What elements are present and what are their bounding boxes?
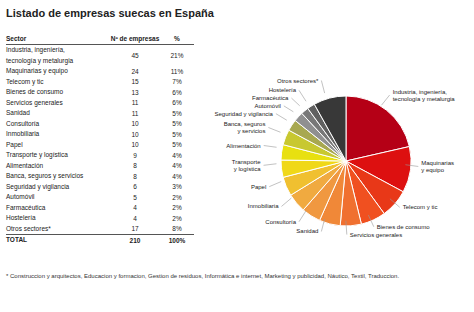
html-text:4: 4 xyxy=(133,204,137,212)
svg-text:Industria, ingeniería,tecnolog: Industria, ingeniería,tecnología y metal… xyxy=(393,89,456,102)
html-text:10: 10 xyxy=(131,130,139,138)
svg-text:Servicios generales: Servicios generales xyxy=(350,232,402,238)
svg-text:Consultoría: Consultoría xyxy=(265,219,296,225)
svg-text:Bienes de consumo: Bienes de consumo xyxy=(377,224,430,230)
html-text:45: 45 xyxy=(131,52,139,59)
svg-text:Maquinariasy equipo: Maquinariasy equipo xyxy=(421,160,454,173)
svg-text:Telecom y tic: Telecom y tic xyxy=(403,204,438,210)
html-text:6%: 6% xyxy=(172,99,182,107)
svg-text:Alimentación: Alimentación xyxy=(226,143,260,149)
svg-text:Transportey logística: Transportey logística xyxy=(232,159,261,172)
html-text:tecnología y metalurgia: tecnología y metalurgia xyxy=(6,56,74,64)
html-text:5%: 5% xyxy=(172,141,182,149)
html-text:Automóvil: Automóvil xyxy=(6,193,35,200)
html-text:Telecom y tic: Telecom y tic xyxy=(6,77,44,85)
svg-text:Farmacéutica: Farmacéutica xyxy=(252,95,289,101)
html-text:5%: 5% xyxy=(172,120,182,128)
html-text:8: 8 xyxy=(133,162,137,170)
html-text:9: 9 xyxy=(133,151,137,159)
html-text:8: 8 xyxy=(133,172,137,180)
html-text:15: 15 xyxy=(131,78,139,86)
html-text:24: 24 xyxy=(131,67,139,75)
html-text:2%: 2% xyxy=(172,193,182,201)
html-text:5: 5 xyxy=(133,193,137,201)
html-text:Otros sectores*: Otros sectores* xyxy=(6,224,51,232)
svg-text:Inmobiliaria: Inmobiliaria xyxy=(248,203,279,209)
html-text:Sector: Sector xyxy=(6,34,27,42)
html-text:11: 11 xyxy=(131,109,139,117)
svg-text:Papel: Papel xyxy=(251,184,266,190)
html-text:Banca, seguros y servicios: Banca, seguros y servicios xyxy=(6,172,84,179)
svg-text:Hostelería: Hostelería xyxy=(269,87,297,93)
svg-text:Sanidad: Sanidad xyxy=(296,228,318,234)
svg-text:Automóvil: Automóvil xyxy=(254,103,280,109)
html-text:Transporte y logística: Transporte y logística xyxy=(6,151,68,158)
html-text:Alimentación: Alimentación xyxy=(6,161,44,169)
html-text:21%: 21% xyxy=(170,52,184,59)
html-text:Listado de empresas suecas en: Listado de empresas suecas en España xyxy=(6,7,214,19)
html-text:100%: 100% xyxy=(168,236,186,244)
html-text:17: 17 xyxy=(131,225,139,233)
html-text:Hostelería: Hostelería xyxy=(6,214,36,221)
html-text:TOTAL: TOTAL xyxy=(6,236,28,243)
html-text:10: 10 xyxy=(131,120,139,128)
html-text:Seguridad y vigilancia: Seguridad y vigilancia xyxy=(6,182,70,190)
html-text:11: 11 xyxy=(131,99,139,107)
html-text:5%: 5% xyxy=(172,130,182,138)
html-text:Papel: Papel xyxy=(6,140,23,148)
html-text:8%: 8% xyxy=(172,225,182,233)
html-text:2%: 2% xyxy=(172,214,182,222)
svg-text:Otros sectores*: Otros sectores* xyxy=(277,78,319,84)
html-text:Servicios generales: Servicios generales xyxy=(6,98,63,106)
svg-text:Seguridad y vigilancia: Seguridad y vigilancia xyxy=(215,111,274,117)
html-text:4: 4 xyxy=(133,214,137,222)
html-text:Inmobiliaria: Inmobiliaria xyxy=(6,130,40,137)
html-text:6: 6 xyxy=(133,183,137,191)
html-text:4%: 4% xyxy=(172,172,182,180)
html-text:3%: 3% xyxy=(172,183,182,191)
html-text:210: 210 xyxy=(129,236,141,244)
html-text:6%: 6% xyxy=(172,88,182,96)
html-text:13: 13 xyxy=(131,88,139,96)
html-text:Industria, ingeniería,: Industria, ingeniería, xyxy=(6,46,65,53)
html-text:5%: 5% xyxy=(172,109,182,117)
html-text:11%: 11% xyxy=(170,67,184,75)
html-text:Bienes de consumo: Bienes de consumo xyxy=(6,88,64,95)
html-text:4%: 4% xyxy=(172,162,182,170)
html-text:4%: 4% xyxy=(172,151,182,159)
html-text:Consultoría: Consultoría xyxy=(6,119,40,127)
html-text:* Construccion y arquitectos,: * Construccion y arquitectos, Educacion … xyxy=(6,273,400,279)
html-text:Nº de empresas: Nº de empresas xyxy=(110,34,160,42)
html-text:Maquinarias y equipo: Maquinarias y equipo xyxy=(6,67,68,74)
html-text:10: 10 xyxy=(131,141,139,149)
html-text:7%: 7% xyxy=(172,78,182,86)
svg-text:Banca, segurosy servicios: Banca, segurosy servicios xyxy=(224,121,266,134)
html-text:Farmacéutica: Farmacéutica xyxy=(6,203,46,211)
html-text:2%: 2% xyxy=(172,204,182,212)
html-text:Sanidad: Sanidad xyxy=(6,109,30,116)
